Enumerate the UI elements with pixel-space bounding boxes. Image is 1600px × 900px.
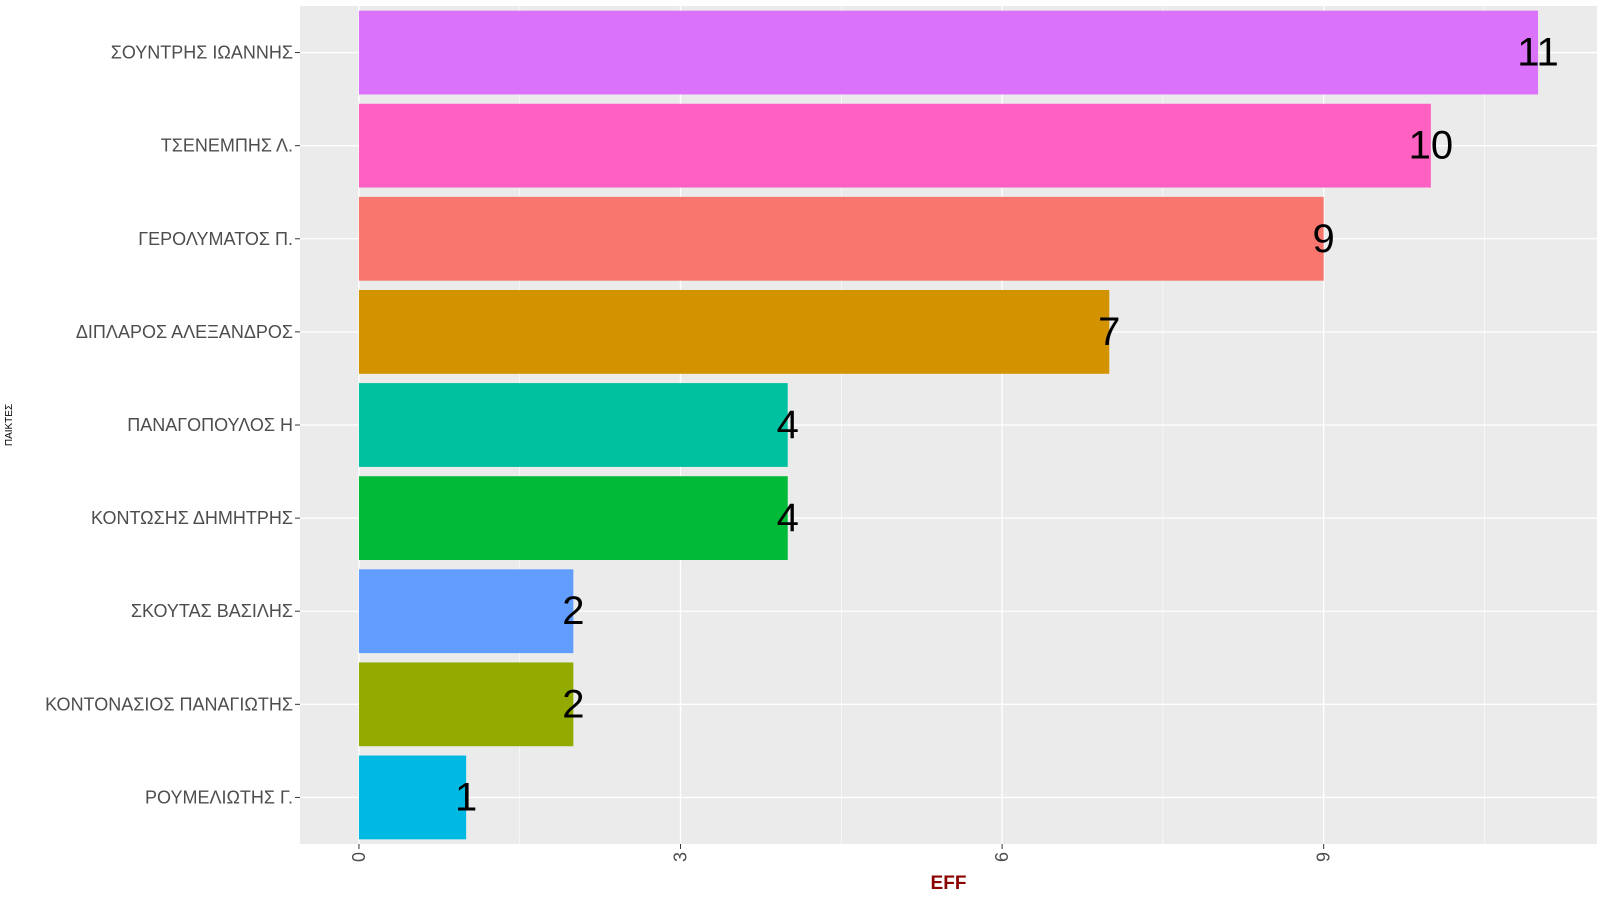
y-tick-label: ΚΟΝΤΟΝΑΣΙΟΣ ΠΑΝΑΓΙΩΤΗΣ [45, 694, 293, 714]
data-label: 4 [777, 496, 799, 540]
y-tick-label: ΚΟΝΤΩΣΗΣ ΔΗΜΗΤΡΗΣ [91, 508, 293, 528]
y-tick-label: ΡΟΥΜΕΛΙΩΤΗΣ Γ. [145, 787, 293, 807]
y-tick-label: ΠΑΝΑΓΟΠΟΥΛΟΣ Η [127, 415, 293, 435]
data-labels: 11 10 9 7 4 4 2 2 1 [455, 31, 1559, 820]
bar [358, 476, 788, 561]
data-label: 11 [1517, 31, 1559, 75]
bar [358, 196, 1324, 281]
y-axis-title: ΠΑΙΚΤΕΣ [4, 404, 15, 446]
data-label: 2 [562, 682, 584, 726]
y-tick-label: ΤΣΕΝΕΜΠΗΣ Λ. [161, 136, 293, 156]
bar [358, 755, 467, 840]
bar [358, 569, 574, 654]
x-tick-label: 9 [1314, 852, 1334, 862]
data-label: 4 [777, 403, 799, 447]
data-label: 10 [1409, 124, 1454, 168]
data-label: 1 [455, 775, 477, 819]
x-axis-title: EFF [931, 873, 967, 894]
y-tick-label: ΓΕΡΟΛΥΜΑΤΟΣ Π. [138, 229, 293, 249]
data-label: 2 [562, 589, 584, 633]
data-label: 7 [1098, 310, 1120, 354]
x-tick-label: 3 [671, 852, 691, 862]
data-label: 9 [1313, 217, 1335, 261]
bar [358, 289, 1110, 374]
y-tick-label: ΣΟΥΝΤΡΗΣ ΙΩΑΝΝΗΣ [111, 43, 293, 63]
x-axis: 0 3 6 9 [349, 844, 1334, 862]
bar [358, 10, 1539, 95]
x-tick-label: 6 [992, 852, 1012, 862]
bar [358, 383, 788, 467]
y-tick-label: ΣΚΟΥΤΑΣ ΒΑΣΙΛΗΣ [131, 601, 293, 621]
bar [358, 662, 574, 747]
y-axis: ΣΟΥΝΤΡΗΣ ΙΩΑΝΝΗΣ ΤΣΕΝΕΜΠΗΣ Λ. ΓΕΡΟΛΥΜΑΤΟΣ … [45, 43, 300, 807]
x-tick-label: 0 [349, 852, 369, 862]
bar [358, 103, 1431, 188]
y-tick-label: ΔΙΠΛΑΡΟΣ ΑΛΕΞΑΝΔΡΟΣ [76, 322, 293, 342]
bars [358, 10, 1539, 840]
